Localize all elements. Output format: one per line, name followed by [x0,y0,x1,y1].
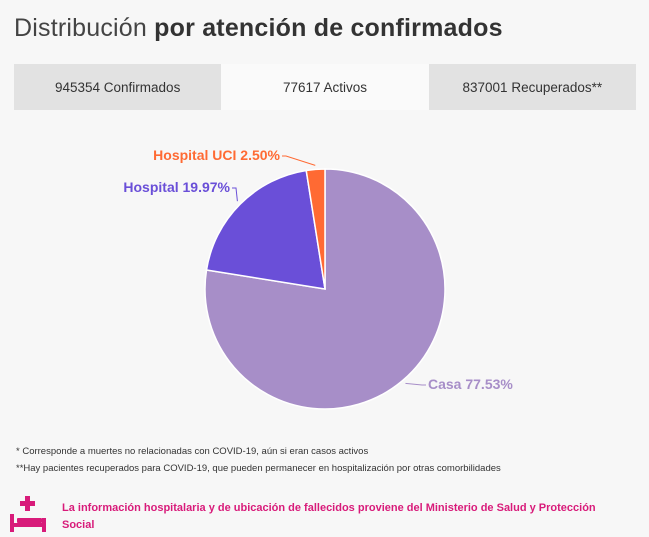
leader-line-casa [405,382,426,386]
title-bold: por atención de confirmados [154,14,503,42]
source-footer: La información hospitalaria y de ubicaci… [8,494,638,534]
title-light: Distribución [14,14,148,42]
tab-recuperados[interactable]: 837001 Recuperados** [462,79,603,95]
tab-bar: 945354 Confirmados 77617 Activos 837001 … [14,64,636,110]
pie-slice-hospital[interactable] [205,169,326,290]
footnote-2: **Hay pacientes recuperados para COVID-1… [16,463,501,474]
leader-line-hospital-uci [282,155,316,166]
data-label-hospital-uci: Hospital UCI 2.50% [153,147,280,163]
leader-line-hospital [232,187,238,202]
footnotes: * Corresponde a muertes no relacionadas … [16,443,501,477]
data-label-hospital: Hospital 19.97% [123,179,230,195]
pie-chart: Casa 77.53% Hospital 19.97% Hospital UCI 2… [123,147,513,410]
hospital-bed-icon [10,496,46,532]
tab-activos[interactable]: 77617 Activos [221,64,429,110]
data-label-casa: Casa 77.53% [428,376,513,392]
tab-confirmados[interactable]: 945354 Confirmados [54,79,181,95]
pie-chart-area: Casa 77.53% Hospital 19.97% Hospital UCI 2… [0,112,649,432]
chart-title: Distribución por atención de confirmados [14,14,503,43]
pie-slice-hospital-uci[interactable] [305,168,326,290]
source-text: La información hospitalaria y de ubicaci… [62,502,596,531]
footnote-1: * Corresponde a muertes no relacionadas … [16,446,369,457]
